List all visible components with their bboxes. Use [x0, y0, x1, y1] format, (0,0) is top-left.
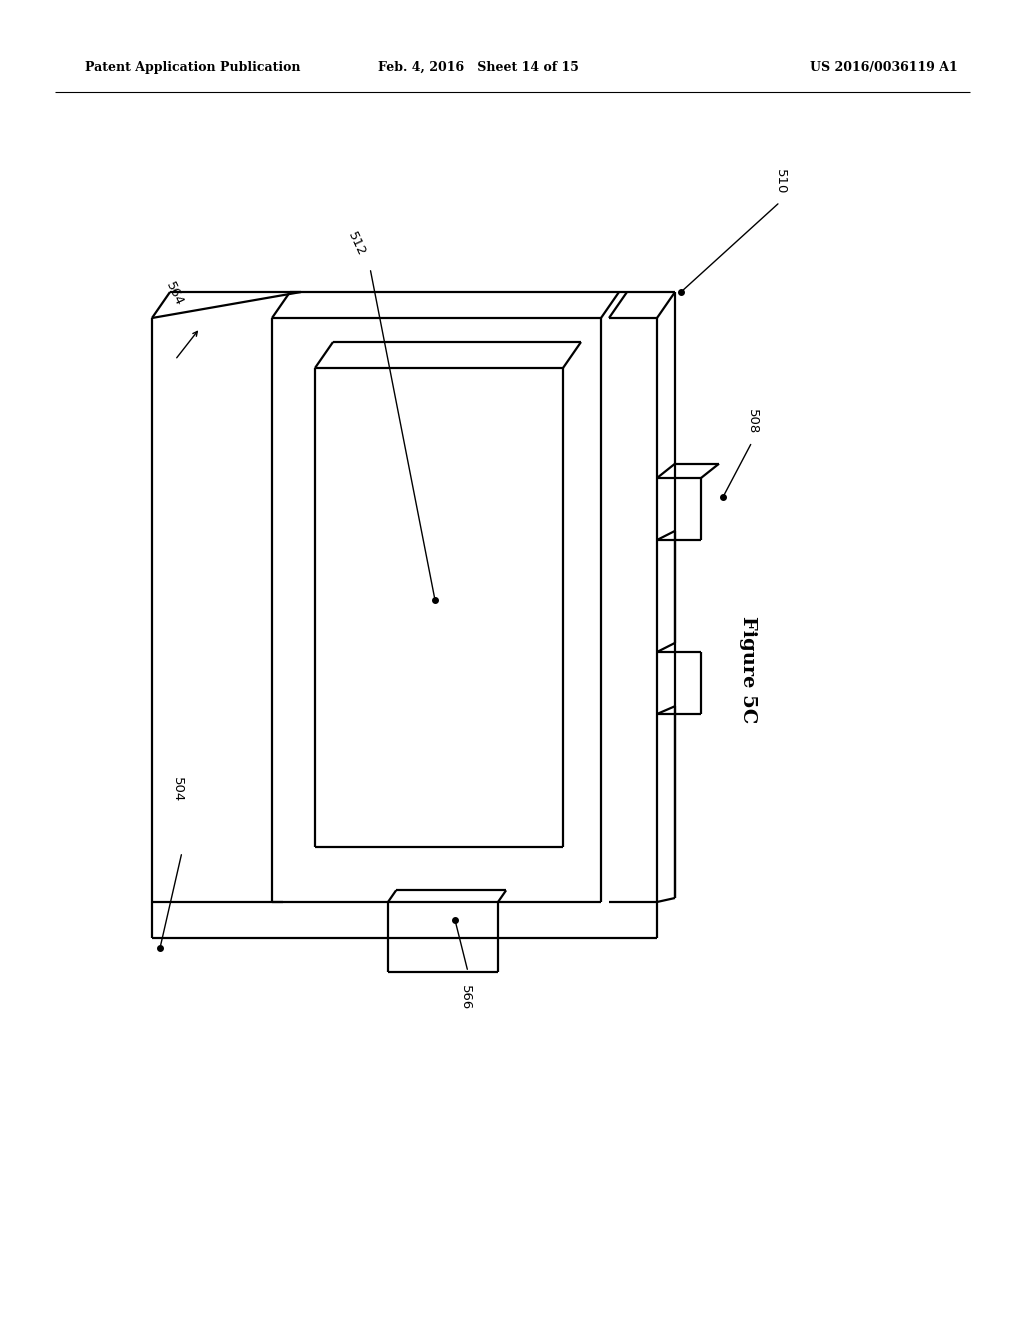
Text: 512: 512: [345, 230, 368, 257]
Text: Feb. 4, 2016   Sheet 14 of 15: Feb. 4, 2016 Sheet 14 of 15: [378, 61, 579, 74]
Text: Figure 5C: Figure 5C: [739, 616, 757, 723]
Text: Patent Application Publication: Patent Application Publication: [85, 61, 300, 74]
Text: 508: 508: [745, 409, 759, 434]
Text: 504: 504: [171, 776, 183, 803]
Text: 510: 510: [773, 169, 786, 194]
Text: 566: 566: [459, 985, 471, 1010]
Text: 564: 564: [163, 280, 185, 308]
Text: US 2016/0036119 A1: US 2016/0036119 A1: [810, 61, 957, 74]
